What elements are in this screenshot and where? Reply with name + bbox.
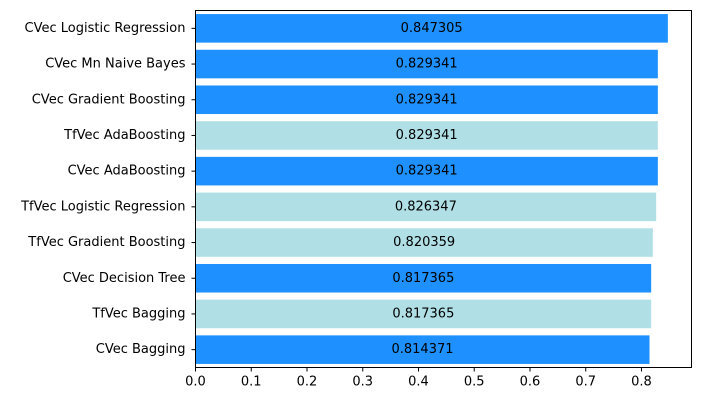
x-tick-label: 0.2 [297, 375, 318, 390]
bar-value-label: 0.829341 [396, 164, 458, 179]
bar-value-label: 0.820359 [393, 235, 455, 250]
bar-value-label: 0.826347 [395, 199, 457, 214]
x-tick-label: 0.3 [352, 375, 373, 390]
bar-value-label: 0.814371 [391, 342, 453, 357]
category-label: CVec Bagging [96, 342, 186, 357]
bar [195, 228, 653, 257]
x-tick-label: 0.5 [464, 375, 485, 390]
plot-frame [195, 10, 692, 368]
bar-value-label: 0.829341 [396, 92, 458, 107]
x-tick-label: 0.0 [185, 375, 206, 390]
y-axis-labels: CVec Logistic Regression CVec Mn Naive Ba… [20, 21, 196, 357]
bar [195, 49, 658, 79]
x-tick-label: 0.6 [520, 375, 541, 390]
x-axis-ticks: 0.0 0.1 0.2 0.3 0.4 0.5 0.6 0.7 0.8 [185, 367, 652, 390]
category-label: TfVec AdaBoosting [63, 128, 185, 143]
bar-value-label: 0.847305 [401, 21, 463, 36]
bar-value-label: 0.817365 [392, 306, 454, 321]
bar [195, 263, 652, 293]
x-tick-label: 0.1 [241, 375, 262, 390]
category-label: TfVec Bagging [91, 306, 185, 321]
bar [195, 335, 650, 364]
bar [195, 14, 668, 43]
bar-value-label: 0.829341 [396, 57, 458, 72]
x-tick-label: 0.4 [408, 375, 429, 390]
bar [195, 85, 658, 115]
bar [195, 156, 658, 186]
bars-group [195, 14, 668, 364]
data-labels-group: 0.847305 0.829341 0.829341 0.829341 0.829341… [391, 21, 462, 357]
bar-value-label: 0.817365 [392, 271, 454, 286]
x-tick-label: 0.7 [575, 375, 596, 390]
category-label: CVec Decision Tree [63, 271, 186, 286]
bar-value-label: 0.829341 [396, 128, 458, 143]
x-tick-label: 0.8 [631, 375, 652, 390]
bar [195, 299, 652, 329]
category-label: CVec AdaBoosting [68, 164, 186, 179]
category-label: TfVec Gradient Boosting [27, 235, 185, 250]
category-label: CVec Logistic Regression [25, 21, 186, 36]
category-label: CVec Mn Naive Bayes [45, 57, 186, 72]
bar [195, 192, 657, 222]
category-label: CVec Gradient Boosting [32, 92, 186, 107]
bar [195, 121, 658, 150]
category-label: TfVec Logistic Regression [20, 199, 185, 214]
